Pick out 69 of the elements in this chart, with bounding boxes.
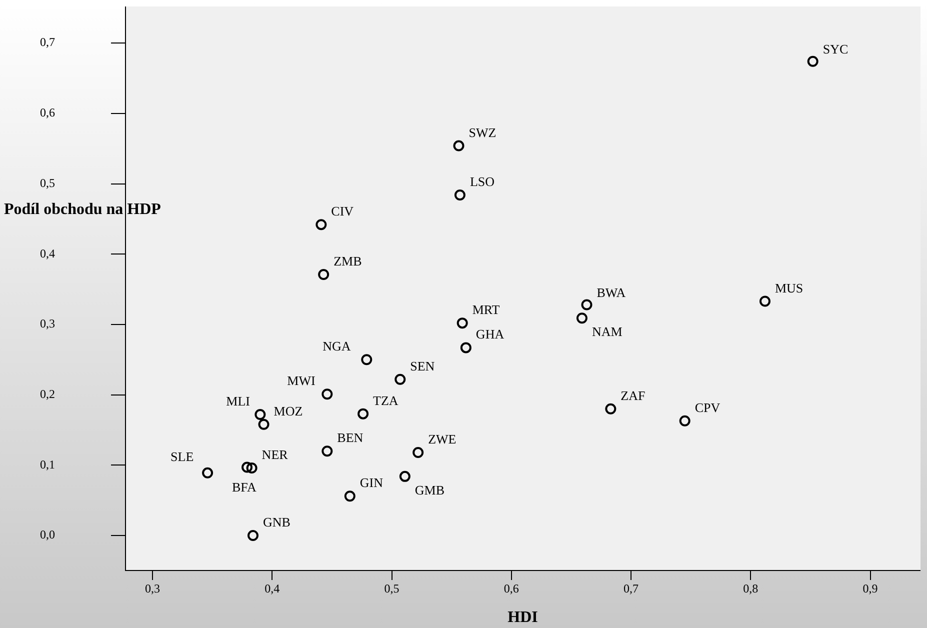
point <box>242 462 253 473</box>
point <box>316 219 327 230</box>
annotation: GMB <box>414 482 445 498</box>
point <box>759 296 770 307</box>
annotation: BWA <box>596 284 626 300</box>
annotation: CIV <box>331 204 354 219</box>
x-tick-label: 0,7 <box>624 581 639 596</box>
point <box>460 342 472 354</box>
point <box>807 56 818 67</box>
point <box>358 408 369 420</box>
y-tick-label: 0,6 <box>40 106 55 120</box>
x-tick-label: 0,8 <box>743 581 758 596</box>
point <box>454 190 466 201</box>
point <box>399 470 410 482</box>
point <box>254 409 266 420</box>
y-tick-label: 0,5 <box>40 176 55 190</box>
annotation: MUS <box>774 280 804 296</box>
x-axis-title: HDI <box>508 609 538 626</box>
annotation: SEN <box>410 358 436 374</box>
annotation: SYC <box>822 41 848 56</box>
x-tick-label: 0,3 <box>145 581 160 596</box>
y-tick-label: 0,4 <box>40 246 55 260</box>
x-tick-label: 0,6 <box>504 581 519 596</box>
point <box>361 354 372 366</box>
point <box>576 312 588 324</box>
annotation: MOZ <box>274 403 303 418</box>
annotation: SLE <box>170 448 194 464</box>
point <box>581 299 592 310</box>
annotation: GHA <box>476 326 505 342</box>
annotation: NER <box>262 446 288 462</box>
point <box>453 140 464 152</box>
point <box>248 530 258 542</box>
point <box>258 418 270 430</box>
annotation: ZAF <box>620 388 646 403</box>
y-tick-label: 0,7 <box>40 35 55 50</box>
point <box>202 467 214 478</box>
point <box>605 403 616 414</box>
y-tick-label: 0,2 <box>40 386 55 401</box>
point <box>679 415 690 426</box>
annotation: NAM <box>592 324 623 340</box>
annotation: BEN <box>337 430 364 446</box>
x-tick-label: 0,4 <box>264 581 280 596</box>
point <box>412 447 424 458</box>
annotation: CPV <box>694 400 721 415</box>
y-tick-label: 0,0 <box>40 528 55 542</box>
y-axis-title: Podíl obchodu na HDP <box>4 201 162 218</box>
annotation: LSO <box>470 174 495 190</box>
annotation: MRT <box>472 302 500 318</box>
annotation: GNB <box>263 514 291 530</box>
annotation: ZMB <box>334 254 362 269</box>
x-tick-label: 0,5 <box>384 581 400 596</box>
annotation: MWI <box>287 373 316 388</box>
annotation: ZWE <box>428 432 456 447</box>
y-tick-label: 0,3 <box>40 316 55 331</box>
annotation: TZA <box>373 392 399 408</box>
annotation: GIN <box>360 475 384 490</box>
point <box>246 462 258 474</box>
annotation: BFA <box>232 479 257 494</box>
point <box>322 446 333 457</box>
annotation: NGA <box>322 338 352 354</box>
point <box>344 490 356 502</box>
point <box>456 318 468 329</box>
point <box>318 269 330 280</box>
point <box>394 374 406 385</box>
y-tick-label: 0,1 <box>40 457 55 472</box>
x-tick-label: 0,9 <box>862 581 878 596</box>
point <box>322 388 333 400</box>
annotation: SWZ <box>468 124 496 140</box>
annotation: MLI <box>226 394 250 409</box>
